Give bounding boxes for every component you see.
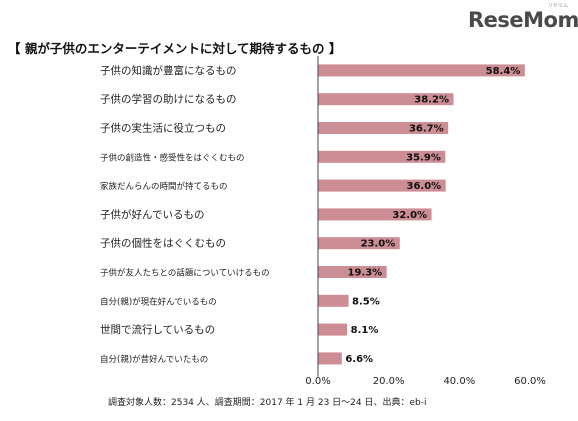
bar [318,122,449,134]
category-label: 子供の知識が豊富になるもの [100,64,237,77]
value-label: 8.1% [351,325,379,336]
x-tick-label: 60.0% [514,376,546,387]
category-label: 子供の創造性・感受性をはぐくむもの [100,152,245,163]
bar [318,323,348,336]
x-axis-ticks: 0.0% 20.0% 40.0% 60.0% [305,376,546,387]
bar [318,93,454,106]
bar [318,64,525,77]
value-label: 36.0% [406,181,441,192]
x-tick-label: 40.0% [443,376,475,387]
value-label: 35.9% [406,152,441,163]
value-label: 23.0% [361,239,396,250]
category-label: 子供が友人たちとの話題についていけるもの [100,268,270,279]
bar [318,294,349,307]
value-label: 8.5% [352,296,380,307]
category-label: 自分(親)が現在好んでいるもの [100,296,217,307]
category-label: 世間で流行しているもの [100,323,215,336]
footnote: 調査対象人数：2534 人、調査期間：2017 年 1 月 23 日～24 日、… [108,398,427,408]
category-label: 子供の学習の助けになるもの [100,93,237,106]
value-label: 19.3% [347,268,382,279]
category-label: 子供の個性をはぐくむもの [100,237,226,250]
resemom-logo-subtext: リセマム [548,3,569,9]
value-label: 58.4% [486,66,521,77]
bar [318,208,432,221]
bar [318,150,446,163]
value-label: 6.6% [345,354,373,365]
category-label: 自分(親)が昔好んでいたもの [100,354,208,365]
bars-layer: 子供の知識が豊富になるもの 58.4% 子供の学習の助けになるもの 38.2% 子供の実… [100,64,525,365]
bar [318,266,387,278]
value-label: 38.2% [414,95,449,106]
value-label: 36.7% [409,124,444,135]
x-tick-label: 20.0% [373,376,405,387]
chart-title: 【 親が子供のエンターテイメントに対して期待するもの 】 [8,41,342,56]
x-tick-label: 0.0% [305,376,330,387]
category-label: 子供の実生活に役立つもの [100,122,226,135]
bar [318,352,342,365]
bar [318,237,400,250]
category-label: 家族だんらんの時間が持てるもの [100,181,228,192]
resemom-logo: ReseMom [468,8,578,32]
category-label: 子供が好んでいるもの [100,208,204,221]
value-label: 32.0% [392,210,427,221]
bar [318,179,446,192]
